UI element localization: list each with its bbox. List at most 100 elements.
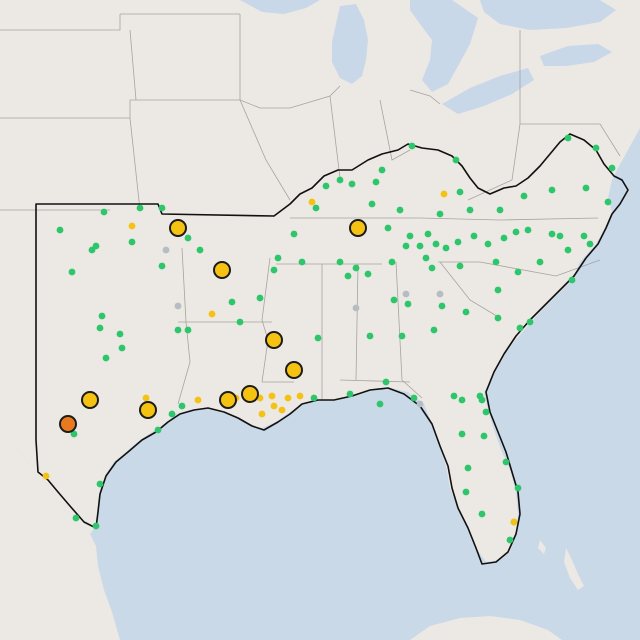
station-marker-normal[interactable] <box>512 228 520 236</box>
station-marker-normal[interactable] <box>450 392 458 400</box>
alert-marker-elevated[interactable] <box>265 331 283 349</box>
station-marker-normal[interactable] <box>118 344 126 352</box>
station-marker-normal[interactable] <box>422 254 430 262</box>
station-marker-normal[interactable] <box>520 192 528 200</box>
station-marker-normal[interactable] <box>378 166 386 174</box>
station-marker-normal[interactable] <box>102 354 110 362</box>
station-marker-normal[interactable] <box>56 226 64 234</box>
station-marker-normal[interactable] <box>494 314 502 322</box>
station-marker-normal[interactable] <box>256 294 264 302</box>
station-marker-normal[interactable] <box>470 232 478 240</box>
station-marker-elevated[interactable] <box>278 406 286 414</box>
station-marker-normal[interactable] <box>476 392 484 400</box>
alert-marker-elevated[interactable] <box>349 219 367 237</box>
station-marker-elevated[interactable] <box>258 410 266 418</box>
station-marker-normal[interactable] <box>408 142 416 150</box>
station-marker-normal[interactable] <box>336 176 344 184</box>
station-marker-normal[interactable] <box>436 210 444 218</box>
station-marker-normal[interactable] <box>396 206 404 214</box>
station-marker-normal[interactable] <box>88 246 96 254</box>
station-marker-normal[interactable] <box>368 200 376 208</box>
station-marker-elevated[interactable] <box>284 394 292 402</box>
alert-marker-elevated[interactable] <box>81 391 99 409</box>
station-marker-normal[interactable] <box>168 410 176 418</box>
station-marker-normal[interactable] <box>458 430 466 438</box>
station-marker-normal[interactable] <box>582 184 590 192</box>
station-marker-normal[interactable] <box>462 308 470 316</box>
station-marker-normal[interactable] <box>500 234 508 242</box>
station-marker-normal[interactable] <box>274 254 282 262</box>
alert-marker-elevated[interactable] <box>285 361 303 379</box>
alert-marker-elevated[interactable] <box>139 401 157 419</box>
station-marker-elevated[interactable] <box>268 392 276 400</box>
station-marker-normal[interactable] <box>184 326 192 334</box>
station-marker-normal[interactable] <box>158 204 166 212</box>
station-marker-normal[interactable] <box>236 318 244 326</box>
station-marker-normal[interactable] <box>462 488 470 496</box>
station-marker-elevated[interactable] <box>510 518 518 526</box>
station-marker-normal[interactable] <box>484 240 492 248</box>
station-marker-normal[interactable] <box>196 246 204 254</box>
station-marker-normal[interactable] <box>312 204 320 212</box>
station-marker-elevated[interactable] <box>270 402 278 410</box>
station-marker-normal[interactable] <box>494 286 502 294</box>
station-marker-normal[interactable] <box>452 156 460 164</box>
station-marker-normal[interactable] <box>348 180 356 188</box>
station-marker-normal[interactable] <box>548 230 556 238</box>
station-marker-normal[interactable] <box>568 276 576 284</box>
station-marker-offline[interactable] <box>402 290 410 298</box>
station-marker-normal[interactable] <box>592 144 600 152</box>
station-marker-normal[interactable] <box>482 408 490 416</box>
station-marker-normal[interactable] <box>136 204 144 212</box>
station-marker-normal[interactable] <box>366 332 374 340</box>
station-marker-normal[interactable] <box>72 514 80 522</box>
station-marker-normal[interactable] <box>536 258 544 266</box>
station-marker-normal[interactable] <box>344 272 352 280</box>
station-marker-normal[interactable] <box>184 234 192 242</box>
station-marker-offline[interactable] <box>436 290 444 298</box>
station-marker-normal[interactable] <box>514 268 522 276</box>
station-marker-normal[interactable] <box>456 188 464 196</box>
station-marker-elevated[interactable] <box>42 472 50 480</box>
station-marker-normal[interactable] <box>68 268 76 276</box>
station-marker-normal[interactable] <box>410 394 418 402</box>
station-marker-normal[interactable] <box>402 242 410 250</box>
station-marker-normal[interactable] <box>228 298 236 306</box>
station-marker-offline[interactable] <box>174 302 182 310</box>
station-marker-elevated[interactable] <box>440 190 448 198</box>
station-marker-normal[interactable] <box>98 312 106 320</box>
station-marker-elevated[interactable] <box>128 222 136 230</box>
station-marker-normal[interactable] <box>398 332 406 340</box>
station-marker-normal[interactable] <box>116 330 124 338</box>
station-marker-offline[interactable] <box>162 246 170 254</box>
station-marker-normal[interactable] <box>458 396 466 404</box>
station-marker-normal[interactable] <box>604 198 612 206</box>
station-marker-normal[interactable] <box>298 258 306 266</box>
station-marker-normal[interactable] <box>100 208 108 216</box>
station-marker-normal[interactable] <box>514 484 522 492</box>
alert-marker-elevated[interactable] <box>169 219 187 237</box>
station-marker-normal[interactable] <box>492 258 500 266</box>
station-marker-normal[interactable] <box>564 246 572 254</box>
station-marker-elevated[interactable] <box>194 396 202 404</box>
station-marker-elevated[interactable] <box>296 392 304 400</box>
station-marker-normal[interactable] <box>608 164 616 172</box>
alert-marker-elevated[interactable] <box>241 385 259 403</box>
station-marker-normal[interactable] <box>372 178 380 186</box>
station-marker-normal[interactable] <box>270 266 278 274</box>
station-marker-normal[interactable] <box>310 394 318 402</box>
station-marker-normal[interactable] <box>390 296 398 304</box>
station-marker-normal[interactable] <box>466 206 474 214</box>
station-marker-normal[interactable] <box>430 326 438 334</box>
station-marker-normal[interactable] <box>506 536 514 544</box>
station-marker-normal[interactable] <box>346 390 354 398</box>
station-marker-normal[interactable] <box>404 300 412 308</box>
station-marker-normal[interactable] <box>416 242 424 250</box>
station-marker-normal[interactable] <box>158 262 166 270</box>
station-marker-normal[interactable] <box>564 134 572 142</box>
station-marker-normal[interactable] <box>456 262 464 270</box>
station-marker-normal[interactable] <box>526 318 534 326</box>
station-marker-normal[interactable] <box>406 232 414 240</box>
station-marker-offline[interactable] <box>352 304 360 312</box>
